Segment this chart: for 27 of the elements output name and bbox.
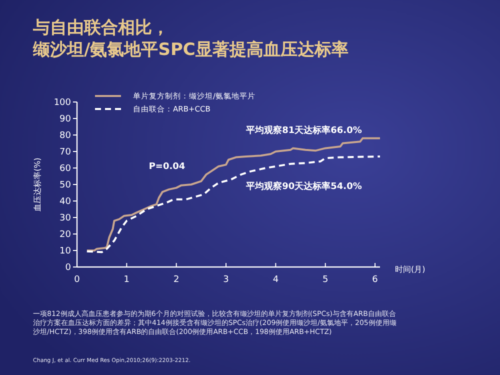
line-series: [86, 155, 381, 254]
line-series: [86, 137, 381, 252]
y-tick-label: 100: [54, 98, 72, 108]
x-tick-label: 3: [223, 275, 229, 285]
x-tick-label: 0: [74, 275, 80, 285]
annotation: 平均观察81天达标率66.0%: [245, 125, 362, 136]
y-axis-title: 血压达标率(%): [33, 158, 42, 212]
y-tick-label: 80: [60, 131, 72, 142]
x-tick-label: 4: [272, 275, 279, 285]
y-tick-label: 40: [60, 197, 72, 208]
y-tick-label: 60: [60, 164, 72, 174]
x-tick-label: 6: [372, 275, 378, 285]
y-tick-label: 0: [65, 263, 72, 274]
annotation: P=0.04: [148, 162, 186, 172]
y-tick-label: 70: [60, 148, 72, 158]
y-tick-label: 90: [60, 114, 72, 125]
x-axis-title: 时间(月): [395, 265, 426, 274]
y-tick-label: 30: [60, 214, 72, 224]
annotation: 平均观察90天达标率54.0%: [245, 181, 362, 192]
x-tick-label: 1: [124, 275, 130, 285]
chart-title: 与自由联合相比，: [32, 18, 169, 38]
y-tick-label: 50: [60, 180, 72, 191]
x-tick-label: 2: [173, 275, 180, 285]
x-tick-label: 5: [322, 275, 328, 285]
y-tick-label: 20: [60, 230, 72, 240]
y-tick-label: 10: [60, 246, 72, 257]
chart-subtitle: 缬沙坦/氨氯地平SPC显著提高血压达标率: [32, 40, 348, 60]
